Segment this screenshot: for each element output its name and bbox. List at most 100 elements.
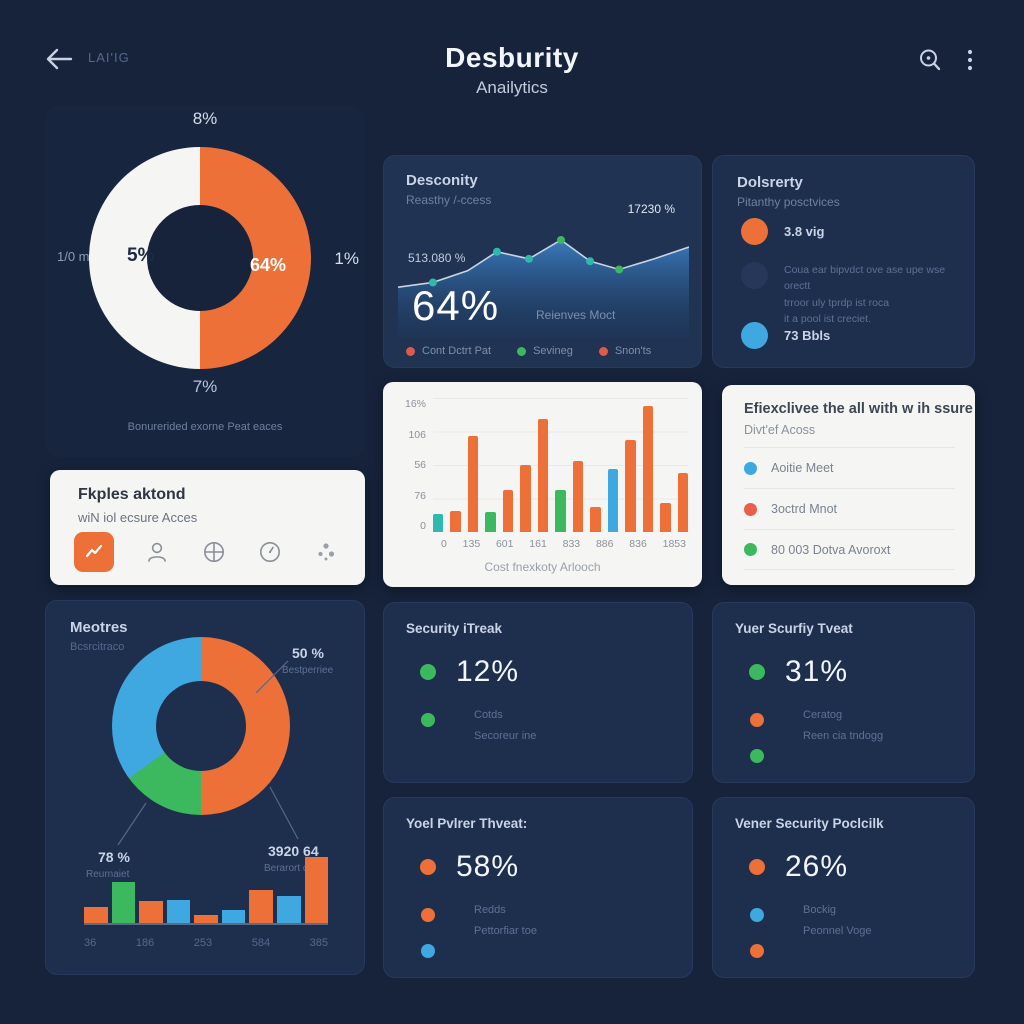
bar[interactable] bbox=[111, 881, 136, 923]
bar[interactable] bbox=[249, 890, 273, 923]
bar[interactable] bbox=[677, 473, 689, 532]
frequency-bars-chart[interactable] bbox=[433, 398, 689, 532]
security-card-title: Yoel Pvlrer Thveat: bbox=[406, 816, 528, 831]
security-card-title: Security iTreak bbox=[406, 621, 503, 636]
bar[interactable] bbox=[467, 435, 479, 532]
metrics-title: Meotres bbox=[70, 619, 128, 636]
list-item-label: Aoitie Meet bbox=[771, 461, 834, 475]
legend-item: Sevineg bbox=[517, 345, 573, 357]
revenue-card-title: Desconity bbox=[406, 172, 478, 189]
x-tick: 135 bbox=[462, 538, 481, 550]
y-axis-ticks: 16% 106 56 76 0 bbox=[399, 398, 433, 532]
security-card-4: Vener Security Poclcilk 26% Bockig Peonn… bbox=[712, 797, 975, 978]
list-item[interactable]: Aoitie Meet bbox=[744, 447, 955, 488]
x-tick: 0 bbox=[441, 538, 447, 550]
bar[interactable] bbox=[502, 490, 514, 532]
bar[interactable] bbox=[84, 906, 108, 923]
metrics-bars-chart[interactable] bbox=[84, 853, 329, 925]
y-tick: 76 bbox=[414, 489, 426, 502]
security-detail-line: Bockig bbox=[803, 904, 837, 916]
person-icon[interactable] bbox=[144, 539, 170, 565]
status-dot bbox=[421, 749, 435, 763]
revenue-area-chart[interactable] bbox=[398, 208, 689, 338]
revenue-label-left: 513.080 % bbox=[408, 251, 466, 265]
stats-card-subtitle: Pitanthy posctvices bbox=[737, 195, 840, 209]
security-detail-line: Reen cia tndogg bbox=[803, 729, 884, 742]
status-dot bbox=[421, 944, 435, 958]
bar[interactable] bbox=[166, 899, 191, 923]
access-donut-card: 8% 1/0 m 5% 64% 1% 7% Bonurerided exorne… bbox=[45, 105, 365, 457]
bar[interactable] bbox=[572, 460, 584, 532]
search-icon[interactable] bbox=[916, 46, 944, 74]
security-detail: Redds Pettorfiar toe bbox=[474, 900, 537, 942]
stat-item: 73 Bbls bbox=[741, 322, 830, 349]
security-detail-line: Redds bbox=[474, 904, 506, 916]
stat-dot-blue bbox=[741, 322, 768, 349]
bar[interactable] bbox=[537, 418, 549, 532]
security-card-2: Yuer Scurfiy Tveat 31% Ceratog Reen cia … bbox=[712, 602, 975, 783]
bar[interactable] bbox=[590, 506, 601, 532]
bar[interactable] bbox=[520, 465, 531, 532]
x-tick: 161 bbox=[529, 538, 547, 550]
security-detail-line: Pettorfiar toe bbox=[474, 924, 537, 937]
security-card-title: Yuer Scurfiy Tveat bbox=[735, 621, 853, 636]
status-dot bbox=[750, 749, 764, 763]
stat-item: Coua ear bipvdct ove ase upe wse orectt … bbox=[741, 262, 974, 327]
bar[interactable] bbox=[139, 900, 163, 923]
donut-label-right: 1% bbox=[334, 249, 359, 268]
legend-dot bbox=[406, 346, 415, 356]
list-item[interactable]: 3octrd Mnot bbox=[744, 488, 955, 529]
x-tick: 253 bbox=[193, 937, 213, 949]
security-value: 26% bbox=[785, 850, 849, 883]
page-subtitle: Anailytics bbox=[476, 78, 548, 97]
bar[interactable] bbox=[485, 511, 496, 532]
access-donut-chart[interactable] bbox=[89, 147, 311, 369]
status-dot bbox=[421, 908, 435, 922]
bar[interactable] bbox=[555, 490, 566, 532]
back-arrow-icon[interactable] bbox=[44, 46, 74, 72]
bar[interactable] bbox=[304, 857, 329, 923]
y-tick: 0 bbox=[420, 520, 426, 532]
bar[interactable] bbox=[642, 406, 654, 532]
stat-item: 3.8 vig bbox=[741, 218, 824, 245]
stat-dot-orange bbox=[741, 218, 768, 245]
bar[interactable] bbox=[221, 909, 246, 923]
status-dot bbox=[749, 859, 765, 875]
x-tick: 601 bbox=[495, 538, 514, 550]
dots-flower-icon[interactable] bbox=[313, 539, 339, 565]
security-big-row: 31% bbox=[749, 655, 848, 689]
chart-action-button[interactable] bbox=[74, 532, 114, 572]
globe-grid-icon[interactable] bbox=[201, 539, 227, 565]
callout-label: Berarort d bbox=[264, 863, 309, 874]
legend-item: Snon'ts bbox=[598, 345, 651, 357]
security-detail: Ceratog Reen cia tndogg bbox=[803, 705, 883, 747]
bar[interactable] bbox=[625, 439, 636, 532]
bar[interactable] bbox=[194, 914, 218, 923]
bar[interactable] bbox=[276, 895, 301, 923]
x-tick: 584 bbox=[251, 937, 271, 949]
bar[interactable] bbox=[660, 502, 671, 532]
bar[interactable] bbox=[450, 511, 461, 532]
callout-value: 78 % bbox=[98, 849, 130, 865]
kebab-menu-icon[interactable] bbox=[956, 46, 984, 74]
callout-value: 3920 64 bbox=[268, 843, 319, 859]
bar[interactable] bbox=[433, 513, 444, 532]
list-dot-red bbox=[744, 502, 757, 516]
bar[interactable] bbox=[607, 469, 619, 532]
callout-label: Reurnaiet bbox=[86, 869, 130, 880]
security-detail-line: Ceratog bbox=[803, 709, 843, 721]
donut-label-top: 8% bbox=[192, 109, 218, 128]
x-tick: 886 bbox=[595, 538, 614, 550]
security-detail: Cotds Secoreur ine bbox=[474, 705, 536, 747]
list-item-label: 80 003 Dotva Avoroxt bbox=[771, 542, 891, 557]
list-dot-blue bbox=[744, 461, 757, 475]
donut-caption: Bonurerided exorne Peat eaces bbox=[127, 421, 283, 433]
list-item[interactable]: 80 003 Dotva Avoroxt bbox=[744, 529, 955, 570]
quick-actions-subtitle: wiN iol ecsure Acces bbox=[78, 510, 198, 525]
clock-icon[interactable] bbox=[257, 539, 283, 565]
metrics-x-ticks: 36 186 253 584 385 bbox=[84, 937, 328, 949]
x-tick: 385 bbox=[309, 937, 328, 949]
stat-desc-line: it a pool ist creciet. bbox=[784, 312, 871, 325]
metrics-donut-chart[interactable] bbox=[112, 637, 290, 815]
